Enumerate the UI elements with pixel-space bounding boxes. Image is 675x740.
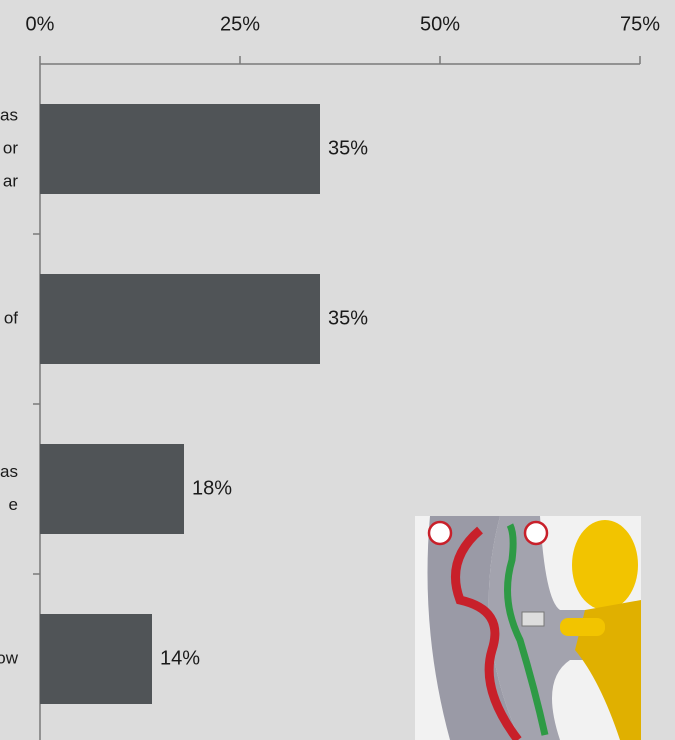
x-tick-label: 75% — [620, 13, 660, 35]
road — [488, 516, 600, 740]
bar — [40, 444, 184, 534]
x-tick-label: 50% — [420, 13, 460, 35]
category-label: as — [0, 105, 18, 124]
value-label: 35% — [328, 137, 368, 159]
category-label: ar — [3, 171, 18, 190]
road — [427, 516, 520, 740]
value-label: 18% — [192, 477, 232, 499]
x-tick-label: 0% — [26, 13, 55, 35]
illustration — [415, 516, 641, 740]
value-label: 14% — [160, 647, 200, 669]
category-label: of — [4, 308, 18, 327]
arrow-green — [504, 523, 549, 736]
arrow-red — [451, 526, 522, 740]
category-label: as — [0, 462, 18, 481]
icon-esc — [523, 520, 549, 546]
car — [521, 611, 545, 627]
dummy-head — [572, 520, 638, 610]
category-label: e — [9, 495, 18, 514]
bar — [40, 104, 320, 194]
dummy-hand — [560, 618, 605, 636]
category-label: ow — [0, 648, 19, 667]
value-label: 35% — [328, 307, 368, 329]
category-label: or — [3, 138, 18, 157]
bar — [40, 614, 152, 704]
bar — [40, 274, 320, 364]
x-tick-label: 25% — [220, 13, 260, 35]
icon-no-esc — [427, 520, 453, 546]
